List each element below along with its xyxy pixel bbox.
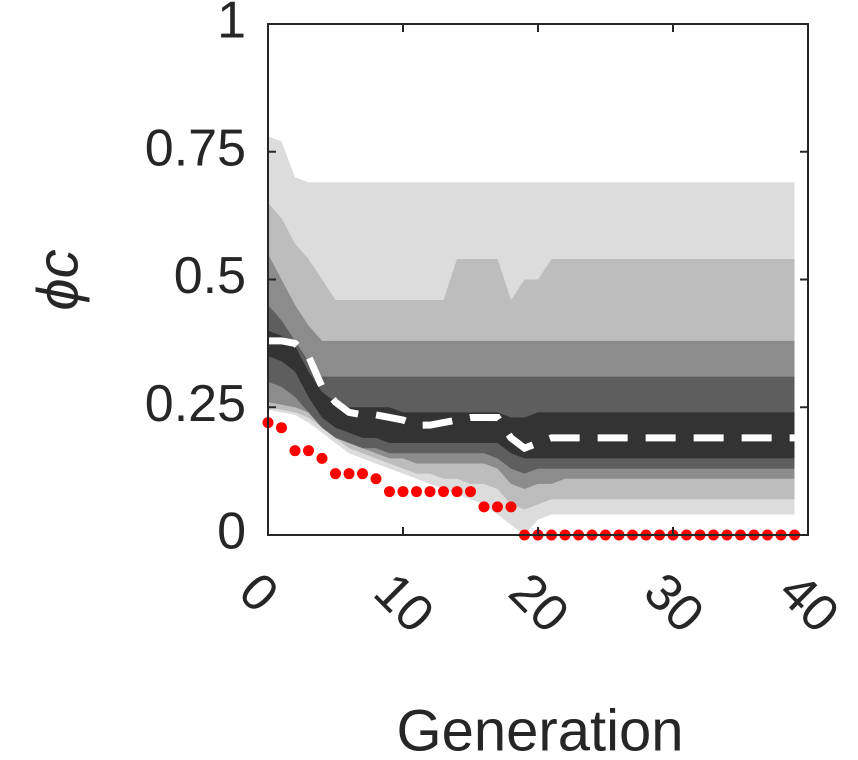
minimum-dot <box>303 445 314 457</box>
minimum-dot <box>330 468 341 480</box>
minimum-dot <box>505 501 517 513</box>
minimum-dot <box>276 422 287 434</box>
minimum-dot <box>478 501 490 513</box>
y-axis-label: ϕc <box>25 249 90 310</box>
minimum-dot <box>465 486 476 498</box>
y-tick-label: 0.5 <box>174 247 246 305</box>
x-axis-label: Generation <box>397 698 684 760</box>
minimum-dot <box>492 501 503 513</box>
minimum-dot <box>397 486 409 498</box>
x-tick-label: 0 <box>228 562 289 623</box>
minimum-dot <box>424 486 436 498</box>
minimum-dot <box>451 486 463 498</box>
minimum-dot <box>370 473 382 485</box>
y-tick-label: 0.75 <box>145 119 246 177</box>
minimum-dot <box>384 486 395 498</box>
y-tick-label: 0.25 <box>145 375 246 433</box>
x-tick-label: 10 <box>363 562 445 644</box>
quantile-band <box>268 330 795 459</box>
minimum-dot <box>316 452 328 464</box>
minimum-dot <box>438 486 449 498</box>
minimum-dot <box>357 468 368 480</box>
y-tick-label: 1 <box>217 0 246 50</box>
x-tick-label: 30 <box>633 562 715 644</box>
median-line <box>268 337 795 453</box>
x-tick-label: 20 <box>498 562 580 644</box>
y-tick-label: 0 <box>217 503 246 561</box>
minimum-dot <box>343 468 355 480</box>
minimum-dot <box>289 445 301 457</box>
minimum-dot <box>411 486 422 498</box>
x-tick-label: 40 <box>768 562 850 644</box>
